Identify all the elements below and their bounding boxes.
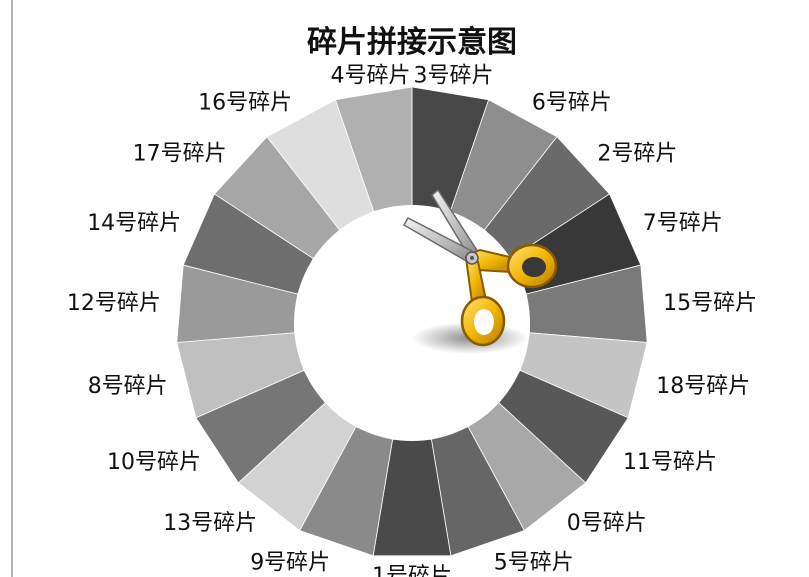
fragment-label: 1号碎片	[372, 564, 452, 577]
fragment-label: 8号碎片	[88, 374, 168, 399]
fragment-label: 9号碎片	[250, 550, 330, 575]
fragment-label: 7号碎片	[643, 211, 723, 236]
fragment-label: 0号碎片	[567, 511, 647, 536]
fragment-label: 11号碎片	[623, 450, 717, 475]
fragment-label: 10号碎片	[107, 450, 201, 475]
fragment-label: 18号碎片	[656, 374, 750, 399]
scissors-icon	[402, 188, 558, 354]
fragment-label: 4号碎片	[331, 63, 411, 88]
fragment-label: 13号碎片	[163, 511, 257, 536]
fragment-label: 5号碎片	[494, 550, 574, 575]
fragment-ring	[176, 86, 648, 557]
fragment-label: 14号碎片	[87, 211, 181, 236]
diagram-title: 碎片拼接示意图	[307, 25, 517, 60]
fragment-label: 12号碎片	[67, 291, 161, 316]
fragment-label: 2号碎片	[597, 141, 677, 166]
fragment-label: 6号碎片	[532, 90, 612, 115]
fragment-label: 15号碎片	[663, 291, 757, 316]
fragment-label: 16号碎片	[198, 90, 292, 115]
fragment-labels: 3号碎片 6号碎片 2号碎片 7号碎片 15号碎片 18号碎片 11号碎片 0号碎片 5号碎片 1…	[67, 63, 757, 577]
fragment-label: 3号碎片	[414, 63, 494, 88]
fragment-label: 17号碎片	[133, 141, 227, 166]
